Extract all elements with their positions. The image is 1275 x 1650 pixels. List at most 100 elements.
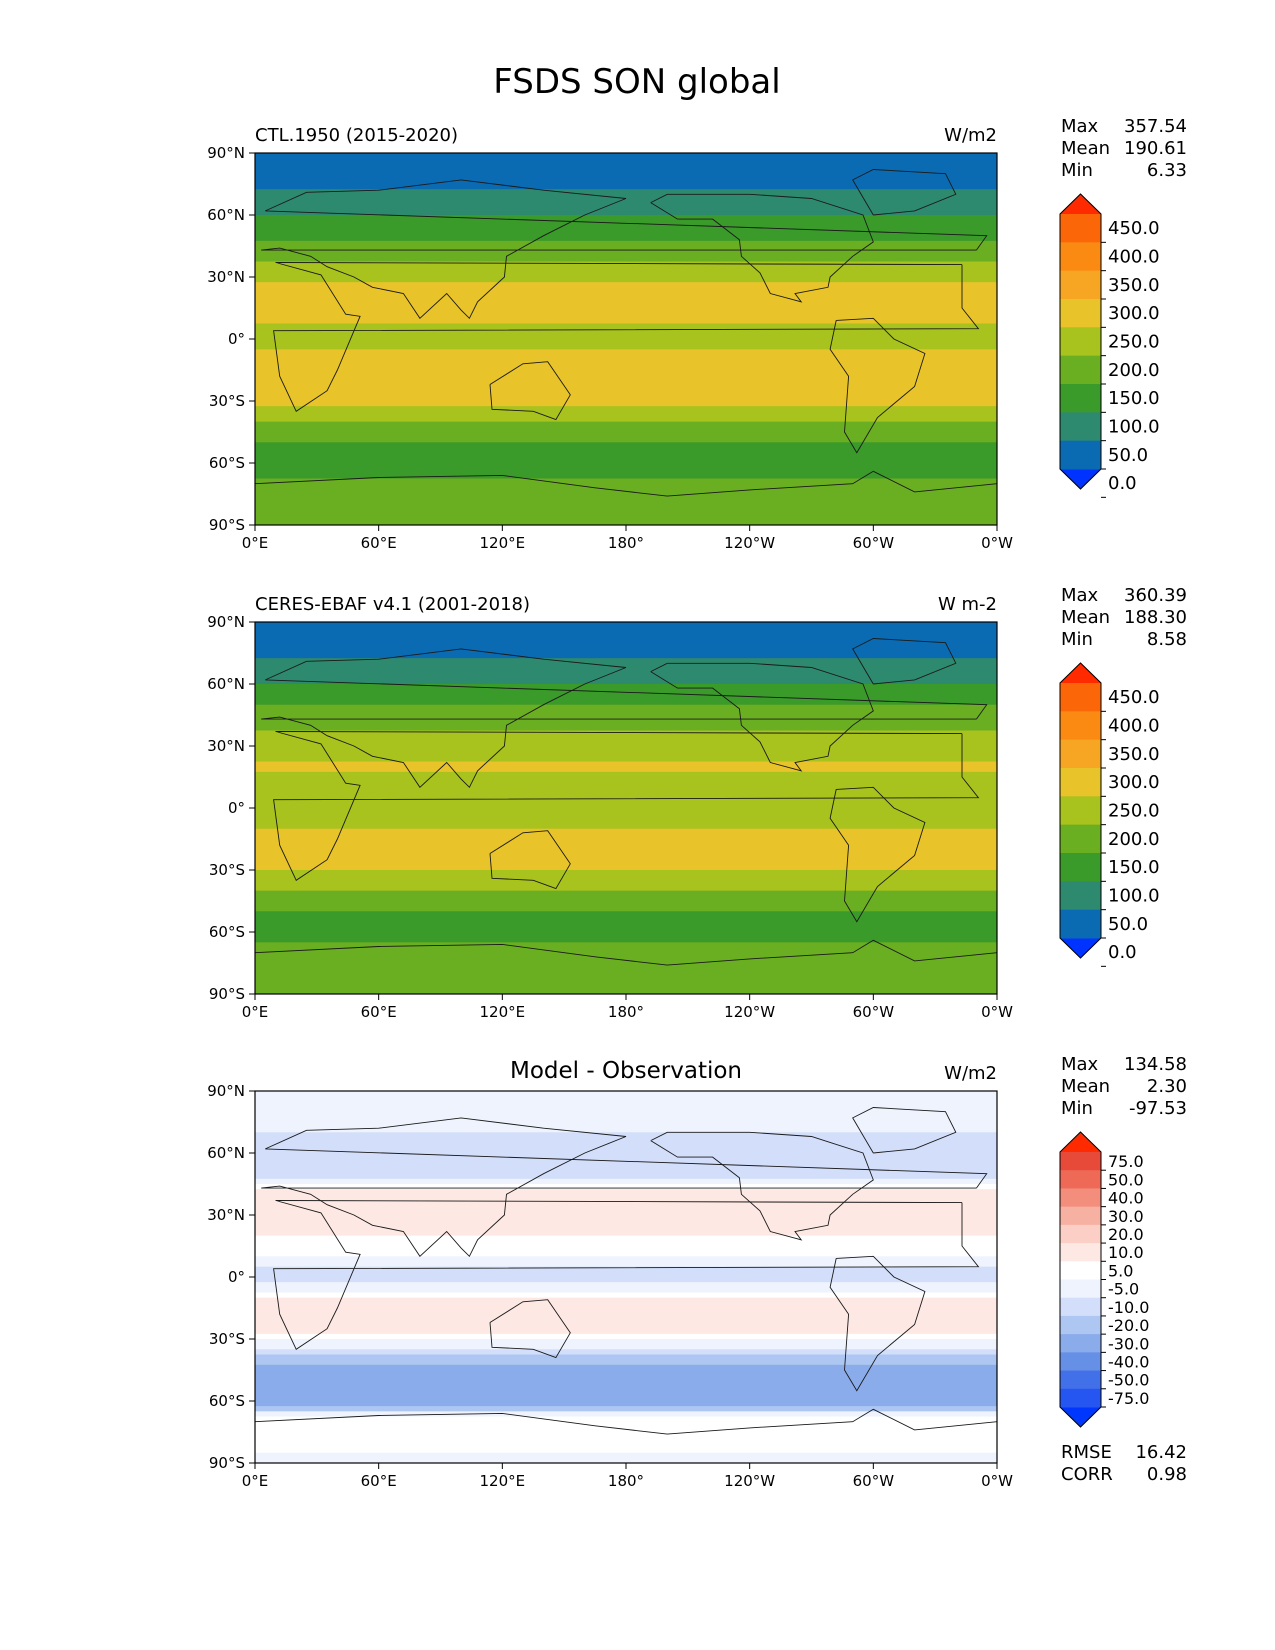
field-band bbox=[255, 519, 997, 525]
field-band bbox=[255, 792, 997, 799]
field-band bbox=[255, 215, 997, 221]
field-band bbox=[255, 163, 997, 170]
colorbar-segment bbox=[1060, 824, 1101, 854]
field-band bbox=[255, 844, 997, 850]
field-band bbox=[255, 870, 997, 876]
field-band bbox=[255, 209, 997, 216]
stat-value: 6.33 bbox=[1147, 160, 1187, 181]
field-band bbox=[255, 1457, 997, 1463]
field-band bbox=[255, 895, 997, 902]
field-band bbox=[255, 699, 997, 706]
field-band bbox=[255, 359, 997, 366]
coastline bbox=[273, 731, 980, 881]
field-band bbox=[255, 514, 997, 521]
stat-label: Min bbox=[1061, 1098, 1093, 1119]
field-band bbox=[255, 328, 997, 335]
y-tick-label: 30°S bbox=[209, 1330, 245, 1348]
field-band bbox=[255, 1122, 997, 1128]
field-band bbox=[255, 725, 997, 732]
field-band bbox=[255, 833, 997, 840]
colorbar: 75.050.040.030.020.010.05.0-5.0-10.0-20.… bbox=[1059, 1131, 1149, 1428]
field-band bbox=[255, 385, 997, 392]
x-tick-label: 60°W bbox=[853, 1472, 895, 1490]
x-tick-label: 60°W bbox=[853, 1003, 895, 1021]
coastline bbox=[829, 786, 926, 923]
field-band bbox=[255, 395, 997, 402]
field-band bbox=[255, 787, 997, 794]
field-band bbox=[255, 178, 997, 185]
field-band bbox=[255, 828, 997, 835]
field-band bbox=[255, 673, 997, 680]
field-band bbox=[255, 499, 997, 505]
field-band bbox=[255, 1178, 997, 1185]
stat-value: 357.54 bbox=[1124, 116, 1187, 137]
field-band bbox=[255, 153, 997, 159]
field-band bbox=[255, 246, 997, 252]
field-band bbox=[255, 1246, 997, 1252]
field-band bbox=[255, 885, 997, 892]
field-band bbox=[255, 225, 997, 232]
colorbar-tick-label: 40.0 bbox=[1108, 1189, 1144, 1208]
coastline bbox=[261, 1117, 988, 1258]
colorbar-tick-label: 5.0 bbox=[1108, 1261, 1133, 1280]
colorbar-tick-label: 0.0 bbox=[1108, 473, 1137, 494]
field-band bbox=[255, 942, 997, 949]
coastline bbox=[255, 939, 997, 966]
colorbar-segment bbox=[1060, 242, 1101, 272]
panel-title: Model - Observation bbox=[510, 1058, 742, 1084]
field-band bbox=[255, 240, 997, 247]
field-band bbox=[255, 1091, 997, 1097]
y-tick-label: 60°S bbox=[209, 1392, 245, 1410]
field-band bbox=[255, 1302, 997, 1309]
y-tick-label: 30°N bbox=[207, 1206, 245, 1224]
field-band bbox=[255, 720, 997, 726]
field-band bbox=[255, 416, 997, 423]
colorbar-tick-label: 300.0 bbox=[1108, 772, 1160, 793]
field-band bbox=[255, 963, 997, 969]
field-band bbox=[255, 978, 997, 985]
field-band bbox=[255, 663, 997, 670]
field-band bbox=[255, 1432, 997, 1438]
x-tick-label: 180° bbox=[608, 1472, 644, 1490]
field-band bbox=[255, 401, 997, 407]
colorbar-tick-label: 150.0 bbox=[1108, 388, 1160, 409]
y-tick-label: 90°N bbox=[207, 613, 245, 631]
field-band bbox=[255, 478, 997, 485]
field-band bbox=[255, 168, 997, 175]
coastline bbox=[650, 193, 874, 303]
field-band bbox=[255, 421, 997, 428]
field-band bbox=[255, 1271, 997, 1278]
colorbar-segment bbox=[1060, 1334, 1101, 1353]
field-band bbox=[255, 1287, 997, 1294]
field-band bbox=[255, 684, 997, 690]
field-band bbox=[255, 653, 997, 659]
colorbar-segment bbox=[1060, 1315, 1101, 1335]
colorbar-extend-max bbox=[1060, 1132, 1101, 1152]
field-band bbox=[255, 854, 997, 861]
x-tick-label: 0°W bbox=[981, 1472, 1013, 1490]
field-band bbox=[255, 937, 997, 943]
panel-units: W/m2 bbox=[944, 125, 997, 146]
colorbar-tick-label: 200.0 bbox=[1108, 360, 1160, 381]
panel-units: W m-2 bbox=[938, 594, 997, 615]
colorbar-tick-label: 400.0 bbox=[1108, 247, 1160, 268]
field-band bbox=[255, 184, 997, 190]
field-band bbox=[255, 1380, 997, 1387]
colorbar-tick-label: 450.0 bbox=[1108, 218, 1160, 239]
field-band bbox=[255, 1106, 997, 1113]
field-band bbox=[255, 1333, 997, 1340]
field-band bbox=[255, 1261, 997, 1268]
field-band bbox=[255, 983, 997, 990]
panel-title: CTL.1950 (2015-2020) bbox=[255, 125, 458, 146]
field-band bbox=[255, 766, 997, 773]
field-band bbox=[255, 1137, 997, 1144]
field-band bbox=[255, 333, 997, 340]
colorbar-segment bbox=[1060, 1206, 1101, 1226]
field-band bbox=[255, 1111, 997, 1118]
coastline bbox=[261, 179, 988, 320]
field-band bbox=[255, 823, 997, 830]
y-tick-label: 90°S bbox=[209, 985, 245, 1003]
colorbar-segment bbox=[1060, 299, 1101, 328]
colorbar-extend-min bbox=[1060, 469, 1101, 489]
field-band bbox=[255, 271, 997, 278]
